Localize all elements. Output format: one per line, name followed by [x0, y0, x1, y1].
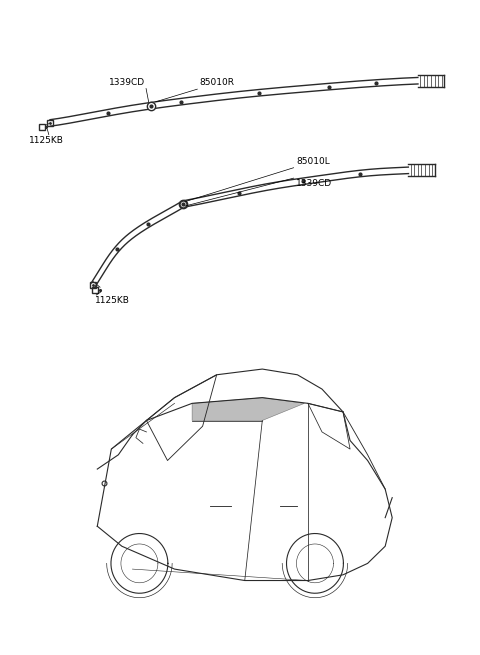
Text: 1125KB: 1125KB	[96, 296, 130, 305]
Polygon shape	[192, 398, 304, 421]
Text: 1339CD: 1339CD	[296, 179, 332, 189]
Text: 85010L: 85010L	[296, 157, 330, 166]
Text: 1125KB: 1125KB	[29, 136, 64, 145]
Text: 85010R: 85010R	[200, 78, 235, 87]
Text: 1339CD: 1339CD	[109, 78, 145, 87]
